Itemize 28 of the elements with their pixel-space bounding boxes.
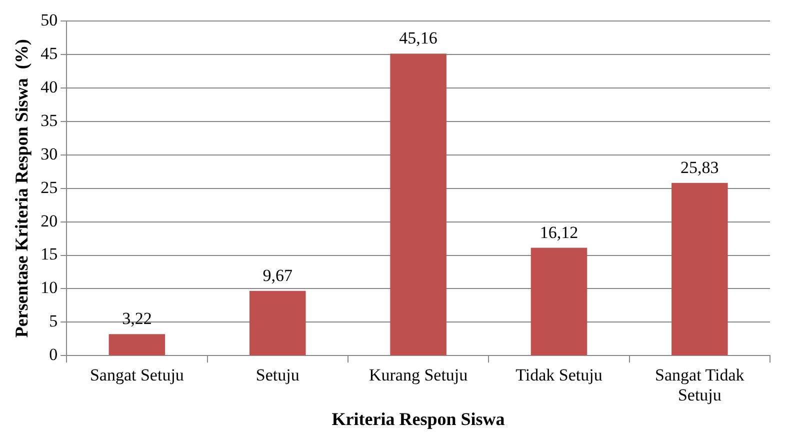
data-label: 25,83 xyxy=(680,158,719,177)
bar xyxy=(530,248,588,356)
y-tick-label: 0 xyxy=(49,345,58,364)
x-tick-label: Tidak Setuju xyxy=(516,365,603,384)
bar xyxy=(672,182,728,356)
data-label: 9,67 xyxy=(262,266,293,285)
x-tick-label: Sangat Setuju xyxy=(90,365,184,384)
x-tick-label: Sangat Tidak Setuju xyxy=(655,365,745,405)
y-tick-label: 35 xyxy=(40,110,58,130)
y-axis-title: Persentase Kriteria Respon Siswa (%) xyxy=(11,39,32,338)
y-tick-label: 30 xyxy=(40,144,58,164)
y-tick-label: 25 xyxy=(40,178,58,197)
x-tick-label: Kurang Setuju xyxy=(368,365,468,384)
data-label: 45,16 xyxy=(399,28,438,48)
x-axis-title: Kriteria Respon Siswa xyxy=(332,408,505,429)
y-tick-label: 10 xyxy=(40,278,58,298)
y-tick-label: 20 xyxy=(40,211,58,230)
y-tick-label: 45 xyxy=(40,44,58,64)
y-tick-label: 5 xyxy=(49,312,58,331)
y-tick-label: 50 xyxy=(40,10,58,30)
y-tick-label: 40 xyxy=(40,78,58,97)
data-label: 3,22 xyxy=(122,309,152,328)
x-tick-label: Setuju xyxy=(256,365,300,384)
y-tick-label: 15 xyxy=(40,244,58,264)
bar xyxy=(390,54,446,356)
bar xyxy=(108,334,166,356)
bar xyxy=(249,290,306,356)
data-label: 16,12 xyxy=(540,222,578,242)
